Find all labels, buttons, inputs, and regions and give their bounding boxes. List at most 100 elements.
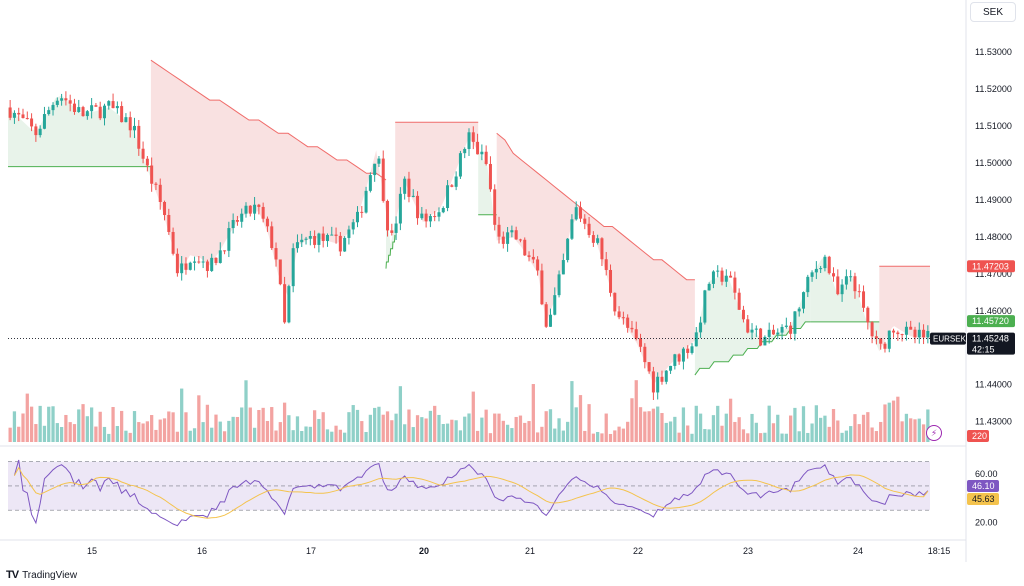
candle[interactable] bbox=[703, 290, 707, 323]
candle[interactable] bbox=[300, 239, 304, 243]
candle[interactable] bbox=[673, 354, 677, 366]
candle[interactable] bbox=[467, 132, 471, 149]
candle[interactable] bbox=[407, 178, 411, 197]
candle[interactable] bbox=[707, 283, 711, 291]
candle[interactable] bbox=[832, 273, 836, 277]
candle[interactable] bbox=[60, 98, 64, 101]
candle[interactable] bbox=[428, 216, 432, 222]
candle[interactable] bbox=[317, 233, 321, 245]
candle[interactable] bbox=[25, 118, 29, 120]
candle[interactable] bbox=[47, 110, 51, 115]
candle[interactable] bbox=[403, 178, 407, 194]
candle[interactable] bbox=[574, 207, 578, 220]
candle[interactable] bbox=[231, 219, 235, 229]
candle[interactable] bbox=[218, 250, 222, 263]
candle[interactable] bbox=[81, 107, 85, 117]
candle[interactable] bbox=[836, 276, 840, 295]
candle[interactable] bbox=[51, 104, 55, 111]
candle[interactable] bbox=[107, 101, 111, 106]
candle[interactable] bbox=[133, 125, 137, 131]
candle[interactable] bbox=[347, 229, 351, 238]
candle[interactable] bbox=[810, 272, 814, 277]
candle[interactable] bbox=[223, 250, 227, 252]
candle[interactable] bbox=[862, 291, 866, 308]
candle[interactable] bbox=[334, 234, 338, 236]
candle[interactable] bbox=[591, 235, 595, 243]
candle[interactable] bbox=[360, 211, 364, 213]
candle[interactable] bbox=[441, 208, 445, 213]
candle[interactable] bbox=[167, 214, 171, 232]
candle[interactable] bbox=[364, 190, 368, 213]
candle[interactable] bbox=[536, 259, 540, 271]
candle[interactable] bbox=[570, 219, 574, 239]
candle[interactable] bbox=[587, 223, 591, 236]
candle[interactable] bbox=[900, 334, 904, 336]
candle[interactable] bbox=[274, 248, 278, 260]
candle[interactable] bbox=[583, 218, 587, 224]
candle[interactable] bbox=[514, 230, 518, 240]
candle[interactable] bbox=[356, 211, 360, 223]
candle[interactable] bbox=[699, 322, 703, 333]
candle[interactable] bbox=[381, 158, 385, 201]
time-axis[interactable]: 15 16 17 20 21 22 23 24 18:15 bbox=[87, 546, 950, 556]
candle[interactable] bbox=[102, 105, 106, 119]
candle[interactable] bbox=[55, 100, 59, 105]
candle[interactable] bbox=[656, 376, 660, 393]
candle[interactable] bbox=[613, 292, 617, 312]
candle[interactable] bbox=[801, 292, 805, 309]
candle[interactable] bbox=[94, 105, 98, 107]
candle[interactable] bbox=[857, 291, 861, 293]
candle[interactable] bbox=[540, 270, 544, 305]
candle[interactable] bbox=[283, 284, 287, 323]
candle[interactable] bbox=[261, 206, 265, 219]
candle[interactable] bbox=[214, 257, 218, 263]
candle[interactable] bbox=[424, 213, 428, 222]
candle[interactable] bbox=[145, 158, 149, 166]
candle[interactable] bbox=[64, 98, 68, 101]
candle[interactable] bbox=[506, 232, 510, 244]
candle[interactable] bbox=[180, 263, 184, 274]
candle[interactable] bbox=[343, 237, 347, 252]
candle[interactable] bbox=[304, 238, 308, 240]
candle[interactable] bbox=[596, 238, 600, 243]
candle[interactable] bbox=[561, 260, 565, 275]
candle[interactable] bbox=[240, 213, 244, 222]
candle[interactable] bbox=[806, 276, 810, 293]
candle[interactable] bbox=[913, 329, 917, 338]
candle[interactable] bbox=[874, 336, 878, 339]
candle[interactable] bbox=[253, 204, 257, 214]
candle[interactable] bbox=[377, 158, 381, 164]
candle[interactable] bbox=[308, 236, 312, 239]
candle[interactable] bbox=[115, 106, 119, 109]
candle[interactable] bbox=[17, 112, 21, 115]
candle[interactable] bbox=[780, 326, 784, 333]
candle[interactable] bbox=[480, 151, 484, 155]
candle[interactable] bbox=[201, 261, 205, 263]
candle[interactable] bbox=[137, 125, 141, 149]
candle[interactable] bbox=[711, 271, 715, 284]
candle[interactable] bbox=[270, 226, 274, 249]
candle[interactable] bbox=[814, 268, 818, 273]
candle[interactable] bbox=[548, 314, 552, 327]
candle[interactable] bbox=[724, 275, 728, 282]
candle[interactable] bbox=[904, 326, 908, 335]
candle[interactable] bbox=[686, 348, 690, 353]
candle[interactable] bbox=[111, 101, 115, 109]
candle[interactable] bbox=[527, 255, 531, 257]
candle[interactable] bbox=[291, 248, 295, 287]
candle[interactable] bbox=[651, 371, 655, 393]
candle[interactable] bbox=[827, 256, 831, 274]
candle[interactable] bbox=[471, 132, 475, 142]
candle[interactable] bbox=[175, 253, 179, 274]
candle[interactable] bbox=[793, 311, 797, 334]
candle[interactable] bbox=[892, 330, 896, 333]
candle[interactable] bbox=[124, 117, 128, 123]
candle[interactable] bbox=[141, 148, 145, 159]
candle[interactable] bbox=[716, 270, 720, 272]
candle[interactable] bbox=[660, 376, 664, 382]
candle[interactable] bbox=[90, 105, 94, 112]
candle[interactable] bbox=[368, 175, 372, 191]
candle[interactable] bbox=[849, 276, 853, 278]
candle[interactable] bbox=[746, 319, 750, 333]
candle[interactable] bbox=[759, 328, 763, 346]
